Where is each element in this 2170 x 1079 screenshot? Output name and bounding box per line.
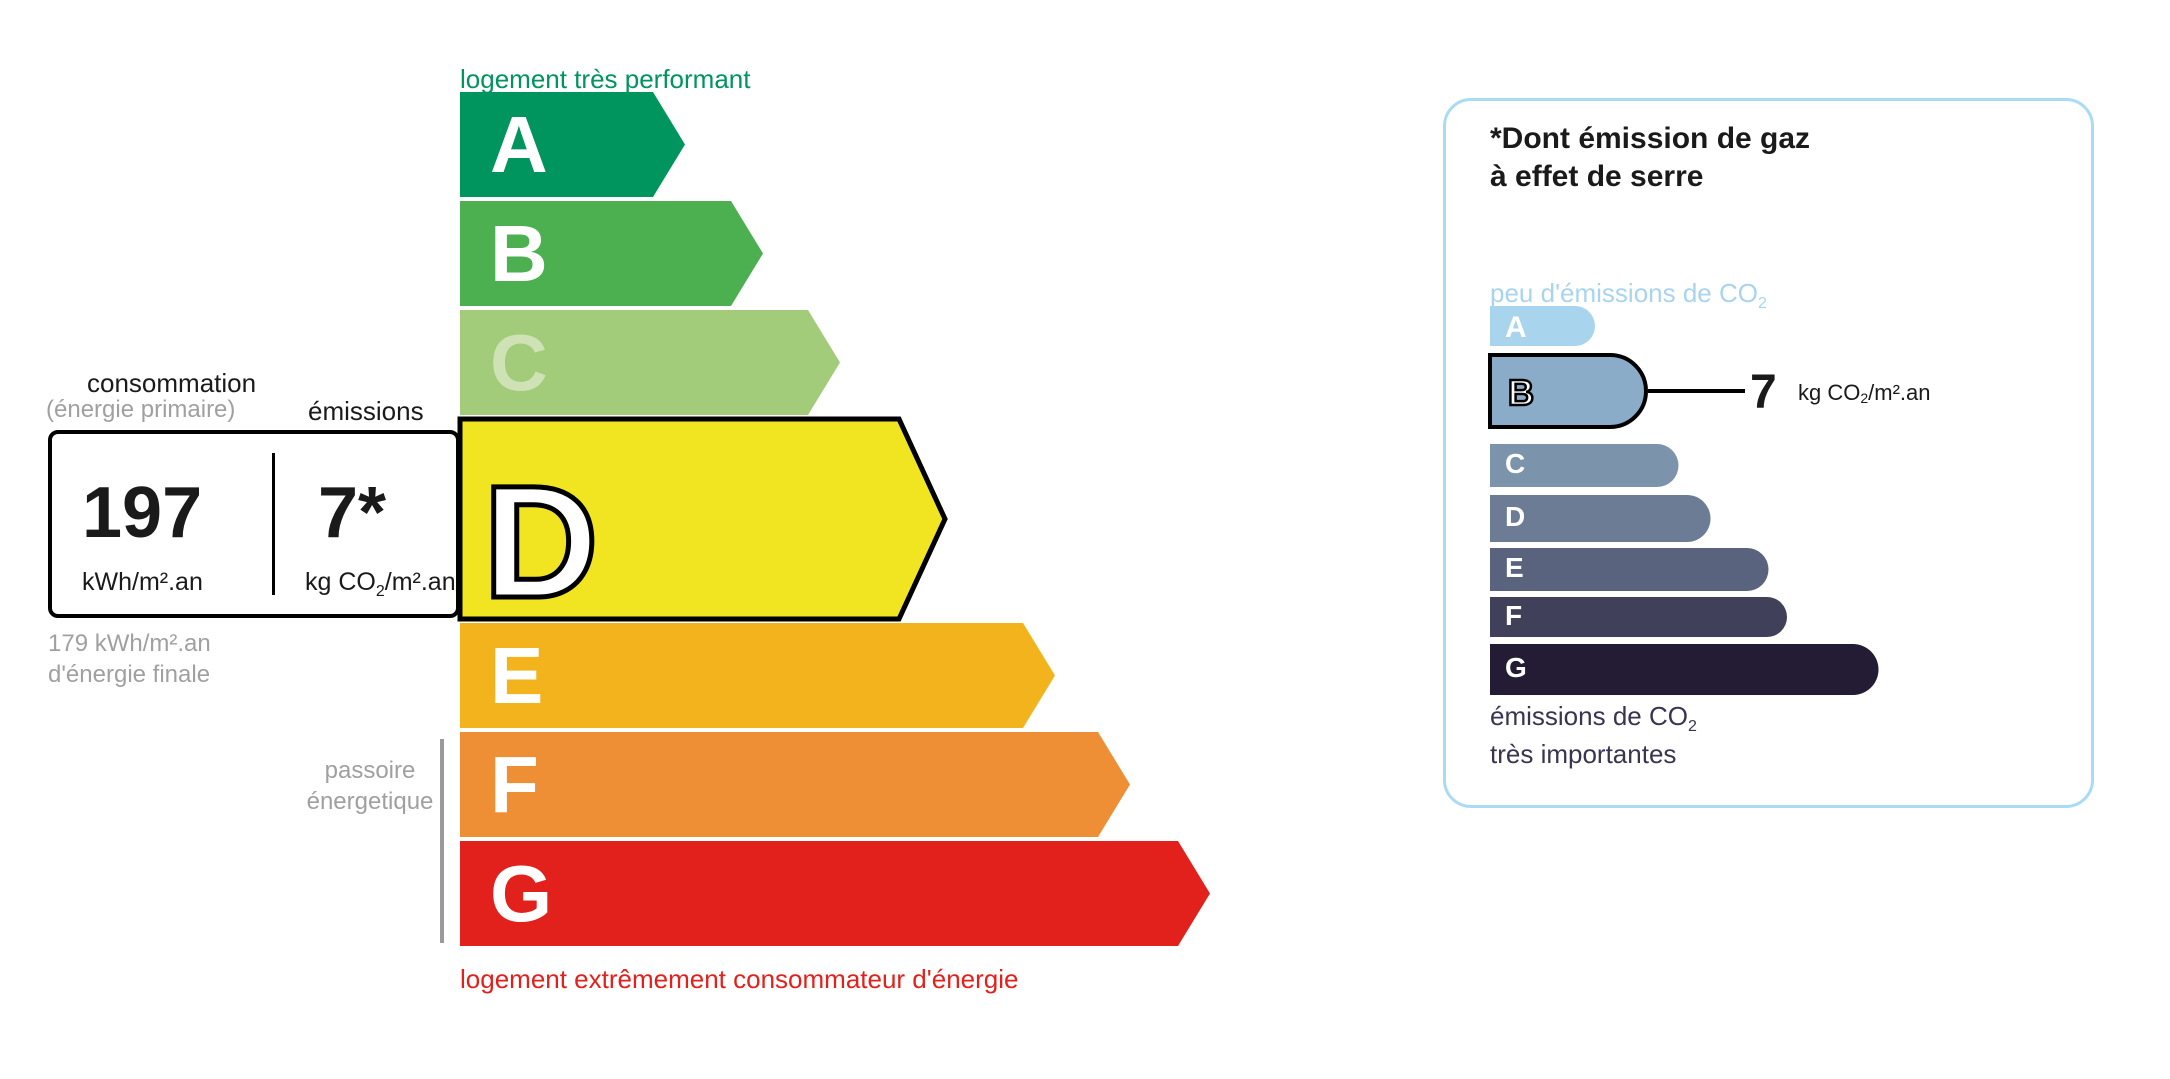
svg-text:C: C [1505, 448, 1525, 479]
svg-text:E: E [1505, 552, 1524, 583]
svg-text:D: D [1505, 501, 1525, 532]
svg-text:F: F [1505, 600, 1522, 631]
svg-text:A: A [1505, 311, 1527, 344]
svg-text:7: 7 [1750, 366, 1777, 419]
svg-text:G: G [1505, 652, 1527, 683]
svg-text:B: B [1508, 372, 1534, 413]
svg-text:kg CO2/m².an: kg CO2/m².an [1798, 380, 1931, 406]
